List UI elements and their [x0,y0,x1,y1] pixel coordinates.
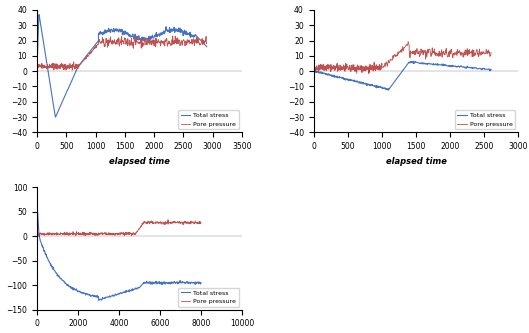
X-axis label: elapsed time: elapsed time [109,157,170,166]
Legend: Total stress, Pore pressure: Total stress, Pore pressure [178,288,239,307]
Legend: Total stress, Pore pressure: Total stress, Pore pressure [455,110,515,129]
X-axis label: elapsed time: elapsed time [386,157,446,166]
Legend: Total stress, Pore pressure: Total stress, Pore pressure [178,110,239,129]
